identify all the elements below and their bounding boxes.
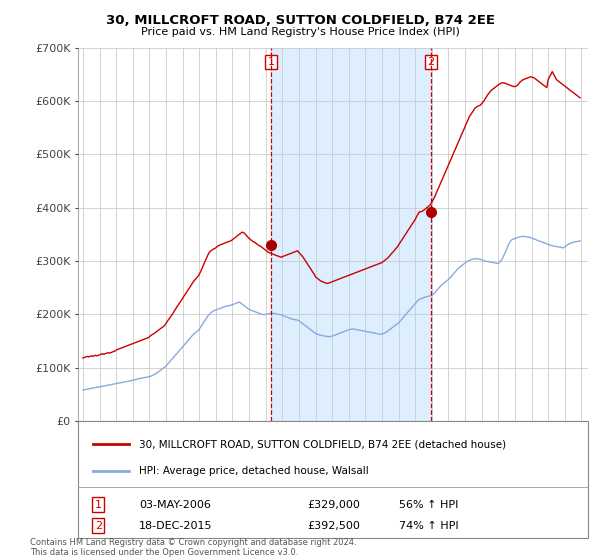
Text: HPI: Average price, detached house, Walsall: HPI: Average price, detached house, Wals… (139, 466, 369, 476)
Text: 03-MAY-2006: 03-MAY-2006 (139, 500, 211, 510)
Text: 18-DEC-2015: 18-DEC-2015 (139, 521, 212, 531)
Text: £392,500: £392,500 (308, 521, 361, 531)
Text: 2: 2 (95, 521, 102, 531)
Text: 1: 1 (95, 500, 102, 510)
Bar (271, 48, 431, 421)
Text: 74% ↑ HPI: 74% ↑ HPI (400, 521, 459, 531)
Text: 30, MILLCROFT ROAD, SUTTON COLDFIELD, B74 2EE: 30, MILLCROFT ROAD, SUTTON COLDFIELD, B7… (106, 14, 494, 27)
Text: 56% ↑ HPI: 56% ↑ HPI (400, 500, 458, 510)
Text: 30, MILLCROFT ROAD, SUTTON COLDFIELD, B74 2EE (detached house): 30, MILLCROFT ROAD, SUTTON COLDFIELD, B7… (139, 439, 506, 449)
Text: 2: 2 (427, 57, 434, 67)
Text: £329,000: £329,000 (308, 500, 361, 510)
Text: Contains HM Land Registry data © Crown copyright and database right 2024.
This d: Contains HM Land Registry data © Crown c… (30, 538, 356, 557)
FancyBboxPatch shape (78, 421, 588, 538)
Text: 1: 1 (268, 57, 275, 67)
Text: Price paid vs. HM Land Registry's House Price Index (HPI): Price paid vs. HM Land Registry's House … (140, 27, 460, 37)
